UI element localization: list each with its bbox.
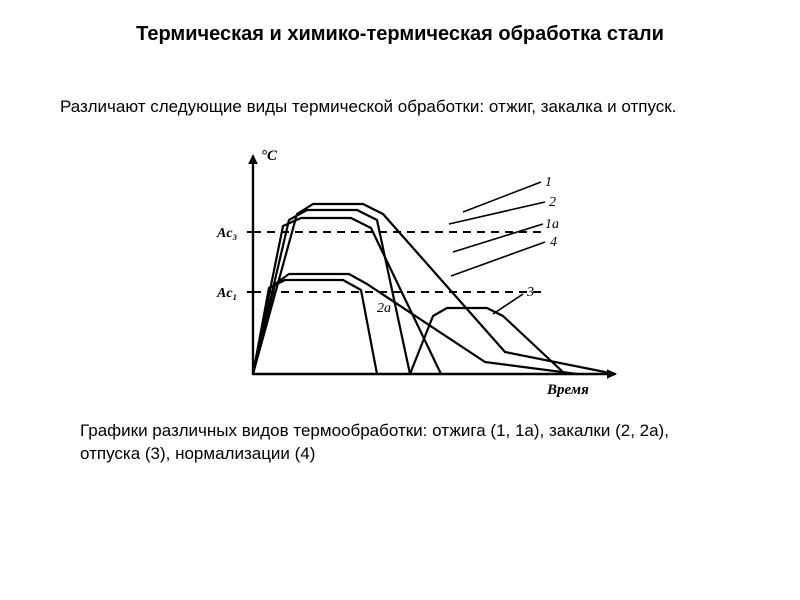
intro-text: Различают следующие виды термической обр… [60, 96, 700, 119]
curve-1-label: 1 [545, 175, 552, 190]
y-tick-label: Ac₁ [216, 286, 237, 301]
curve-3-label: 3 [526, 285, 534, 300]
x-axis-label: Время [546, 382, 589, 398]
curve-4 [253, 218, 441, 374]
page-title: Термическая и химико-термическая обработ… [0, 0, 800, 47]
curve-2-label: 2 [549, 195, 556, 210]
curve-3 [410, 308, 565, 374]
curve-4-label: 4 [550, 235, 557, 250]
curve-1a-label: 1а [545, 217, 559, 232]
curve-2a-label: 2а [377, 301, 391, 316]
y-axis-label: °C [261, 148, 278, 164]
heat-treatment-chart: °C Время Ac₃ Ac₁ 1 2 4 1а 2а 3 [195, 146, 625, 406]
chart-caption: Графики различных видов термообработки: … [80, 420, 720, 466]
curve-1 [253, 204, 615, 374]
y-tick-label: Ac₃ [216, 226, 238, 241]
